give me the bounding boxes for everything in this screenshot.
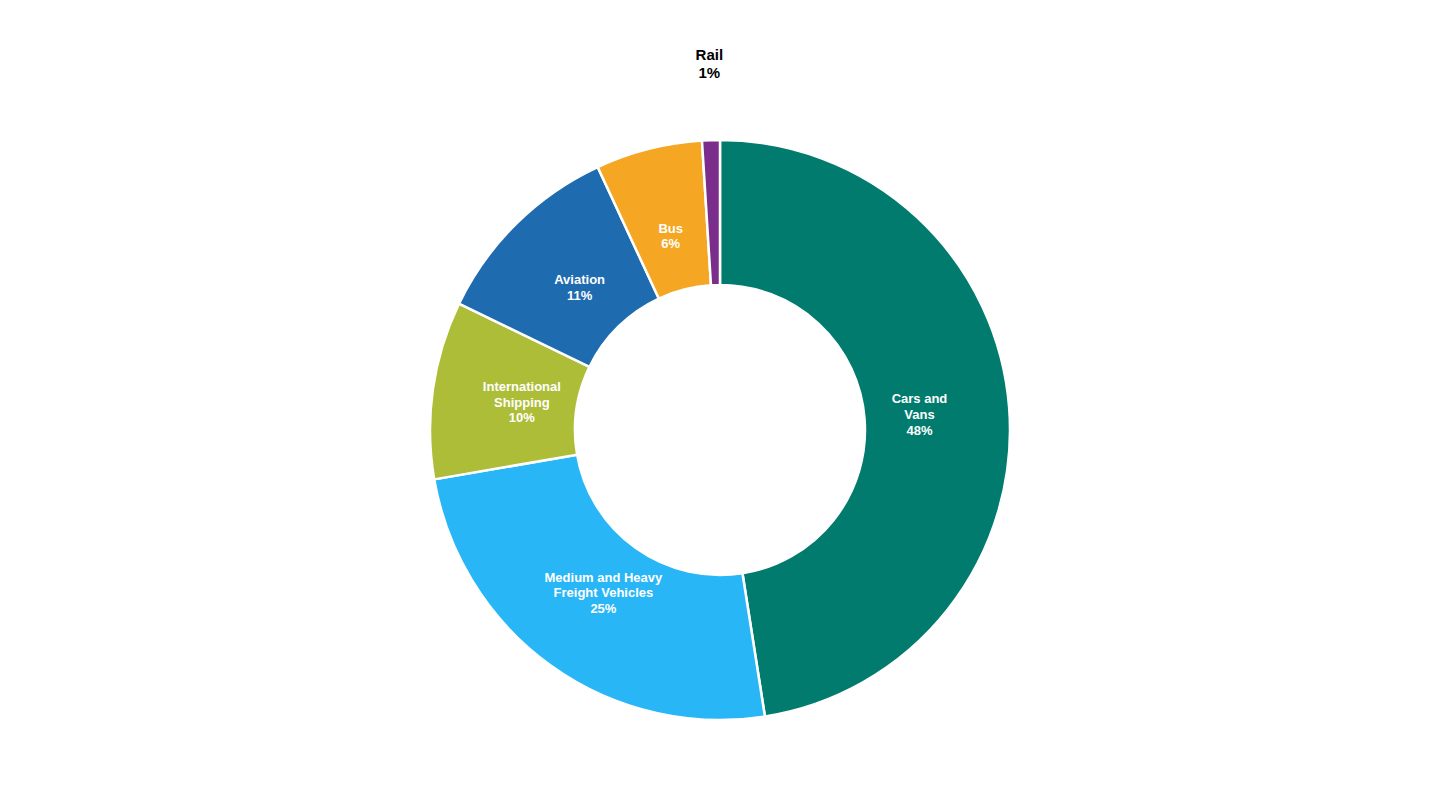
label-line: 1%: [699, 64, 721, 81]
slice: [598, 141, 711, 299]
slice: [720, 140, 1010, 717]
label-line: 10%: [509, 410, 535, 425]
label-line: Freight Vehicles: [554, 585, 654, 600]
label-line: 25%: [590, 601, 616, 616]
slice-labels: Cars andVans48% Medium and HeavyFreight V…: [483, 46, 948, 616]
slice-label: Medium and HeavyFreight Vehicles25%: [545, 570, 664, 616]
label-line: 11%: [567, 288, 593, 303]
label-line: Aviation: [554, 272, 605, 287]
slices: [430, 140, 1010, 720]
slice-label: Aviation11%: [554, 272, 605, 303]
label-line: International: [483, 379, 561, 394]
label-line: Medium and Heavy: [545, 570, 664, 585]
slice-label: Cars andVans48%: [892, 391, 948, 437]
slice-label: InternationalShipping10%: [483, 379, 561, 425]
label-line: 6%: [661, 236, 680, 251]
slice: [702, 140, 720, 285]
label-line: Bus: [658, 221, 683, 236]
chart-svg: Cars andVans48% Medium and HeavyFreight V…: [0, 0, 1440, 811]
slice-label: Bus6%: [658, 221, 683, 252]
label-line: Cars and: [892, 391, 948, 406]
label-line: 48%: [906, 423, 932, 438]
label-line: Rail: [696, 46, 724, 63]
donut-group: Cars andVans48% Medium and HeavyFreight V…: [430, 46, 1010, 720]
label-line: Shipping: [494, 395, 550, 410]
label-line: Vans: [904, 407, 934, 422]
outside-slice-label: Rail1%: [696, 46, 724, 81]
slice: [434, 455, 765, 720]
